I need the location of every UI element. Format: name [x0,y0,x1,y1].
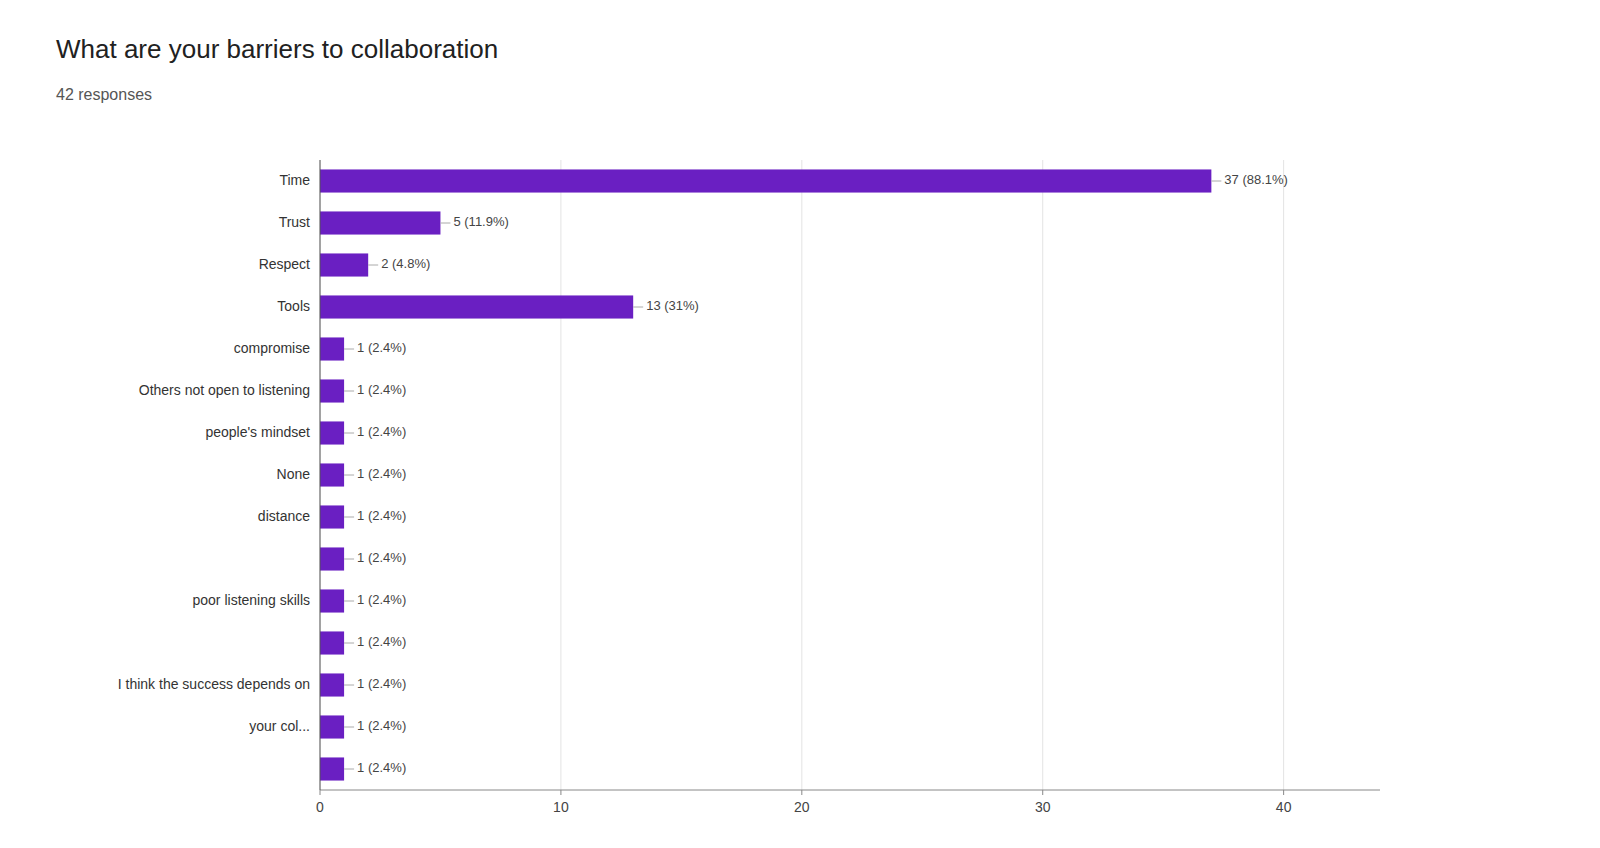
bar [320,337,344,360]
category-label: I think the success depends on [118,676,310,692]
bar [320,169,1211,192]
grid-line [320,160,321,790]
label-connector [344,391,354,392]
data-label: 1 (2.4%) [357,550,406,565]
bars [320,169,1211,780]
label-connector [344,475,354,476]
grid [320,160,1284,790]
data-labels: 37 (88.1%) 5 (11.9%) 2 (4.8%) 13 (31%) 1 (2.… [344,172,1288,775]
tick-mark [1283,790,1284,795]
category-label: Others not open to listening [139,382,310,398]
data-label: 1 (2.4%) [357,718,406,733]
label-connector [344,517,354,518]
data-label: 1 (2.4%) [357,508,406,523]
category-label: Trust [279,214,310,230]
label-connector [344,601,354,602]
bar [320,757,344,780]
tick-label: 40 [1276,799,1292,815]
category-label: Time [279,172,310,188]
data-label: 2 (4.8%) [381,256,430,271]
tick-mark [560,790,561,795]
data-label: 1 (2.4%) [357,424,406,439]
title: What are your barriers to collaboration [56,34,498,64]
tick-mark [320,790,321,795]
category-label: Tools [277,298,310,314]
subtitle: 42 responses [56,86,152,103]
data-label: 1 (2.4%) [357,382,406,397]
bar [320,379,344,402]
grid-line [801,160,802,790]
bar [320,715,344,738]
data-label: 37 (88.1%) [1224,172,1288,187]
category-label: None [277,466,311,482]
x-ticks: 0 10 20 30 40 [316,790,1292,815]
category-label: Respect [259,256,310,272]
y-axis-line [320,160,321,790]
data-label: 5 (11.9%) [453,214,508,229]
data-label: 13 (31%) [646,298,699,313]
bar [320,673,344,696]
category-label: compromise [234,340,310,356]
tick-label: 0 [316,799,324,815]
category-label: distance [258,508,310,524]
data-label: 1 (2.4%) [357,634,406,649]
bar [320,547,344,570]
label-connector [1211,181,1221,182]
bar [320,211,440,234]
bar [320,421,344,444]
data-label: 1 (2.4%) [357,340,406,355]
label-connector [344,685,354,686]
bar [320,505,344,528]
bar [320,253,368,276]
x-axis-line [320,790,1380,791]
chart-container: What are your barriers to collaboration 4… [0,0,1600,848]
bar [320,631,344,654]
tick-label: 30 [1035,799,1051,815]
data-label: 1 (2.4%) [357,466,406,481]
grid-line [1283,160,1284,790]
tick-label: 20 [794,799,810,815]
label-connector [344,727,354,728]
label-connector [344,643,354,644]
chart-svg: What are your barriers to collaboration 4… [0,0,1600,848]
category-label: people's mindset [205,424,310,440]
y-tick-labels: Time Trust Respect Tools compromise Others no… [118,172,310,734]
grid-line [1042,160,1043,790]
label-connector [344,349,354,350]
label-connector [344,769,354,770]
category-label: poor listening skills [193,592,311,608]
label-connector [368,265,378,266]
category-label: your col... [249,718,310,734]
grid-line [560,160,561,790]
label-connector [633,307,643,308]
tick-mark [801,790,802,795]
data-label: 1 (2.4%) [357,760,406,775]
tick-mark [1042,790,1043,795]
data-label: 1 (2.4%) [357,676,406,691]
tick-label: 10 [553,799,569,815]
bar [320,589,344,612]
bar [320,295,633,318]
label-connector [344,433,354,434]
label-connector [440,223,450,224]
data-label: 1 (2.4%) [357,592,406,607]
bar [320,463,344,486]
label-connector [344,559,354,560]
